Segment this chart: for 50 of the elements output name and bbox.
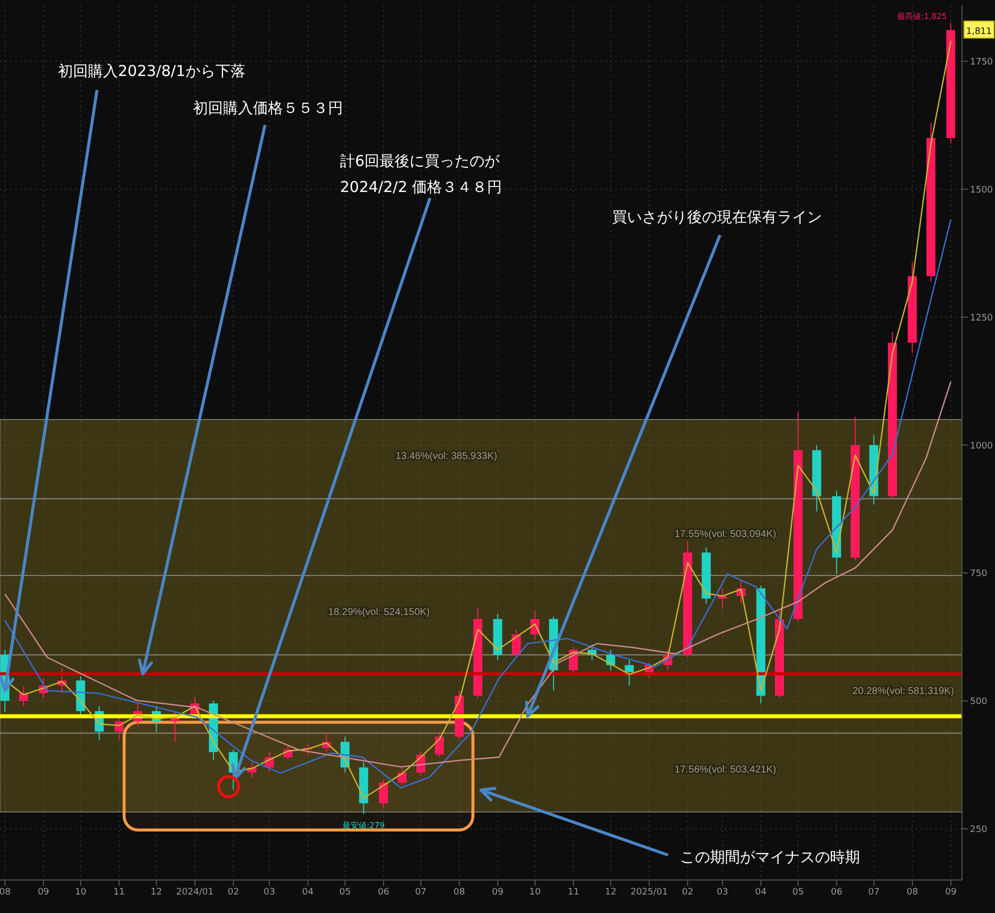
annotation: 最安値:279 xyxy=(342,820,385,830)
x-tick-label: 02 xyxy=(228,887,240,898)
x-tick-label: 07 xyxy=(415,887,427,898)
y-tick-label: 1750 xyxy=(970,57,994,68)
x-tick-label: 08 xyxy=(454,887,466,898)
y-tick-label: 500 xyxy=(970,697,988,708)
band-label: 13.46%(vol: 385,933K) xyxy=(396,451,498,462)
x-tick-label: 04 xyxy=(302,887,314,898)
band-label: 20.28%(vol: 581,319K) xyxy=(852,686,954,697)
y-tick-label: 1000 xyxy=(970,441,994,452)
x-tick-label: 09 xyxy=(945,887,957,898)
x-tick-label: 12 xyxy=(604,887,616,898)
annotation: 初回購入2023/8/1から下落 xyxy=(58,62,246,80)
x-tick-label: 08 xyxy=(0,887,11,898)
x-tick-label: 09 xyxy=(38,887,50,898)
annotation: 1,811 xyxy=(966,27,992,38)
y-tick-label: 1500 xyxy=(970,185,994,196)
annotation: 最高値:1,825 xyxy=(897,12,947,21)
y-tick-label: 1250 xyxy=(970,313,994,324)
x-tick-label: 03 xyxy=(716,887,728,898)
x-tick-label: 10 xyxy=(74,887,87,898)
x-tick-label: 10 xyxy=(529,887,541,898)
candlestick xyxy=(512,628,521,658)
x-tick-label: 11 xyxy=(568,887,580,898)
x-tick-label: 05 xyxy=(339,887,351,898)
x-tick-label: 09 xyxy=(492,887,504,898)
annotation: 買いさがり後の現在保有ライン xyxy=(612,208,822,226)
y-tick-label: 750 xyxy=(970,569,988,580)
band-label: 17.56%(vol: 503,421K) xyxy=(674,764,776,776)
x-tick-label: 12 xyxy=(150,887,162,898)
band-label: 18.29%(vol: 524,150K) xyxy=(328,607,430,618)
x-tick-label: 05 xyxy=(792,887,804,898)
x-tick-label: 07 xyxy=(868,887,880,898)
annotation: この期間がマイナスの時期 xyxy=(680,848,860,866)
x-tick-label: 04 xyxy=(755,887,767,898)
x-tick-label: 03 xyxy=(264,887,276,898)
x-tick-label: 08 xyxy=(906,887,918,898)
x-tick-label: 2024/01 xyxy=(176,887,214,898)
candlestick xyxy=(718,588,727,610)
candlestick xyxy=(378,780,388,809)
y-tick-label: 250 xyxy=(970,825,988,836)
band-label: 17.55%(vol: 503,094K) xyxy=(674,529,776,540)
x-tick-label: 11 xyxy=(113,887,125,898)
x-tick-label: 2025/01 xyxy=(630,887,668,898)
annotation: 計6回最後に買ったのが 2024/2/2 価格３４８円 xyxy=(340,152,502,196)
annotation: 初回購入価格５５３円 xyxy=(193,99,343,117)
x-tick-label: 02 xyxy=(682,887,694,898)
candlestick xyxy=(398,766,407,786)
x-tick-label: 06 xyxy=(830,887,843,898)
x-tick-label: 06 xyxy=(378,887,390,898)
